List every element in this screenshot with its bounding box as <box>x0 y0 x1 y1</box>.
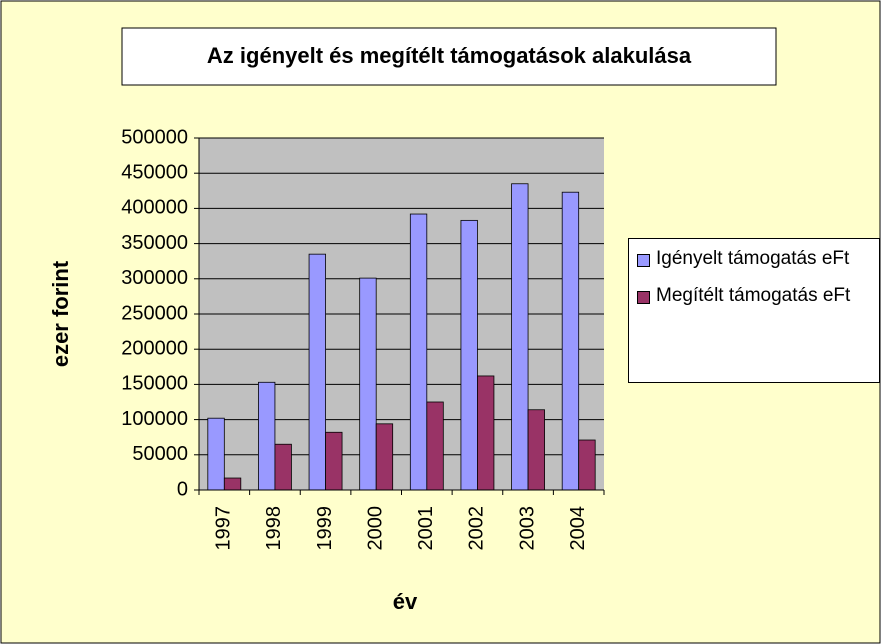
legend-entry: Megítélt támogatás eFt <box>637 282 875 309</box>
y-tick-label: 250000 <box>121 302 188 324</box>
bar <box>223 477 242 491</box>
x-tick-label: 2003 <box>516 506 538 551</box>
legend-label: Megítélt támogatás eFt <box>656 285 851 306</box>
y-axis-label: ezer forint <box>48 260 73 367</box>
bar <box>409 213 428 491</box>
y-tick-label: 350000 <box>121 232 188 254</box>
x-tick-label: 2004 <box>567 506 589 551</box>
bar <box>561 191 580 491</box>
x-tick-label: 1998 <box>263 506 285 551</box>
x-axis-label: év <box>393 589 418 614</box>
legend-swatch <box>637 254 650 267</box>
y-tick-label: 500000 <box>121 126 188 148</box>
x-tick-label: 2001 <box>415 506 437 551</box>
y-tick-label: 100000 <box>121 408 188 430</box>
bar <box>359 277 377 491</box>
bar <box>511 183 529 491</box>
bar <box>375 423 394 491</box>
y-tick-label: 200000 <box>121 337 188 359</box>
y-tick-label: 450000 <box>121 161 188 183</box>
y-tick-label: 300000 <box>121 267 188 289</box>
bar <box>460 219 478 491</box>
bar <box>274 443 292 491</box>
x-tick-label: 2002 <box>466 506 488 551</box>
bar <box>308 253 326 491</box>
y-tick-label: 50000 <box>132 443 188 465</box>
y-tick-label: 400000 <box>121 197 188 219</box>
bar <box>477 375 495 491</box>
x-tick-label: 1997 <box>213 506 235 551</box>
x-tick-label: 2000 <box>364 506 386 551</box>
bar <box>325 431 343 491</box>
chart-title: Az igényelt és megítélt támogatások alak… <box>207 43 692 68</box>
bar <box>258 381 276 491</box>
bar <box>426 401 444 491</box>
bar <box>578 439 596 491</box>
bar <box>207 417 225 491</box>
legend-swatch <box>637 291 650 304</box>
bar <box>527 409 545 491</box>
title-box <box>121 27 777 86</box>
legend-entry: Igényelt támogatás eFt <box>637 245 875 272</box>
legend: Igényelt támogatás eFt Megítélt támogatás… <box>628 238 880 383</box>
x-tick-label: 1999 <box>314 506 336 551</box>
legend-label: Igényelt támogatás eFt <box>656 248 850 269</box>
y-tick-label: 0 <box>177 478 188 500</box>
y-tick-label: 150000 <box>121 373 188 395</box>
